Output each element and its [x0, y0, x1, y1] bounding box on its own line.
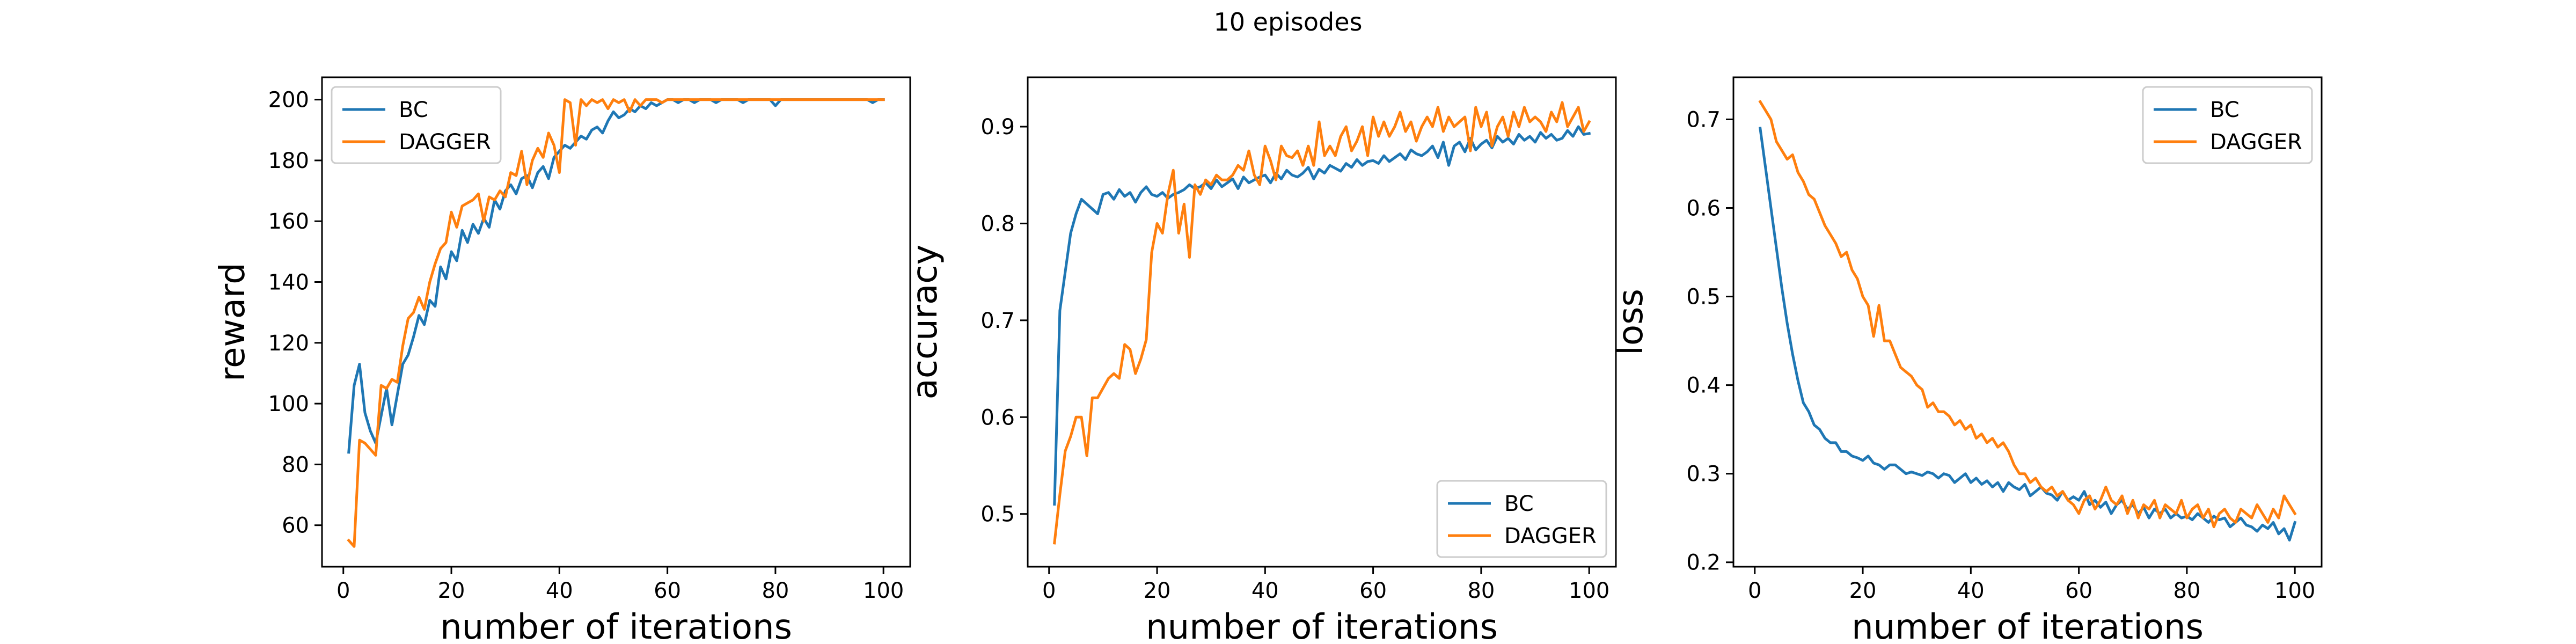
legend-label-dagger: DAGGER [1504, 524, 1597, 548]
subplot-2: 0 20 40 60 80 100 0.5 0.6 0.7 0.8 0.9 number of ite… [905, 76, 1617, 644]
axes-frame [1732, 76, 2323, 568]
y-tick-label: 160 [268, 209, 309, 234]
y-tick-label: 0.3 [1686, 462, 1721, 487]
y-tick-label: 180 [268, 149, 309, 173]
subplot-1: 0 20 40 60 80 100 60 80 100 120 140 160 180 200 number… [213, 76, 911, 644]
subplots: 0 20 40 60 80 1006080100120140160180200number… [213, 76, 2323, 644]
y-tick-label: 80 [282, 452, 309, 477]
y-tick-label: 120 [268, 331, 309, 356]
x-tick-label: 60 [1359, 579, 1387, 603]
subplot-3: 0 20 40 60 80 100 0.2 0.3 0.4 0.5 0.6 0.7 number of … [1611, 76, 2323, 644]
x-tick-label: 80 [1467, 579, 1495, 603]
x-axis-label: number of iterations [1146, 608, 1498, 644]
legend: BC DAGGER [2142, 86, 2313, 164]
y-tick-label: 200 [268, 88, 309, 113]
y-tick-label: 0.7 [980, 309, 1015, 333]
x-tick-label: 80 [762, 579, 789, 603]
y-axis-label: reward [213, 262, 253, 382]
y-tick-label: 0.7 [1686, 107, 1721, 132]
axes-frame [1027, 76, 1617, 568]
y-tick-label: 60 [282, 514, 309, 538]
legend-box [331, 86, 502, 164]
x-tick-label: 100 [2274, 579, 2315, 603]
x-tick-label: 100 [863, 579, 904, 603]
series-group [1053, 101, 1591, 545]
x-tick-label: 100 [1569, 579, 1609, 603]
x-tick-label: 40 [1957, 579, 1985, 603]
y-tick-label: 0.6 [980, 405, 1015, 430]
series-line-dagger [1053, 101, 1591, 545]
x-tick-label: 40 [546, 579, 573, 603]
y-tick-label: 140 [268, 270, 309, 295]
x-axis-label: number of iterations [1851, 608, 2204, 644]
x-tick-label: 0 [336, 579, 350, 603]
x-tick-label: 20 [438, 579, 465, 603]
y-tick-label: 0.5 [1686, 285, 1721, 310]
legend-label-bc: BC [2210, 98, 2240, 122]
legend-label-bc: BC [399, 98, 428, 122]
y-tick-label: 0.6 [1686, 196, 1721, 221]
series-group [1758, 99, 2297, 541]
series-line-bc [1758, 127, 2297, 541]
y-tick-label: 0.9 [980, 115, 1015, 140]
legend-label-bc: BC [1504, 492, 1534, 516]
legend: BC DAGGER [1436, 480, 1607, 558]
series-group [347, 98, 885, 548]
y-tick-label: 100 [268, 392, 309, 416]
x-tick-label: 60 [654, 579, 681, 603]
series-line-dagger [1758, 99, 2297, 529]
figure-title: 10 episodes [1213, 8, 1362, 36]
legend-label-dagger: DAGGER [2210, 130, 2302, 155]
y-tick-label: 0.5 [980, 502, 1015, 527]
axes-frame [321, 76, 911, 568]
legend-box [2142, 86, 2313, 164]
x-tick-label: 20 [1849, 579, 1877, 603]
x-tick-label: 60 [2065, 579, 2092, 603]
series-line-dagger [347, 98, 885, 548]
y-axis-label: loss [1611, 289, 1651, 355]
x-tick-label: 20 [1144, 579, 1171, 603]
y-tick-label: 0.4 [1686, 374, 1721, 398]
legend-box [1436, 480, 1607, 558]
legend: BC DAGGER [331, 86, 502, 164]
y-tick-label: 0.2 [1686, 551, 1721, 575]
x-tick-label: 0 [1042, 579, 1056, 603]
x-tick-label: 40 [1252, 579, 1279, 603]
x-tick-label: 80 [2173, 579, 2200, 603]
x-tick-label: 0 [1748, 579, 1761, 603]
series-line-bc [1053, 125, 1591, 506]
x-axis-label: number of iterations [440, 608, 792, 644]
y-tick-label: 0.8 [980, 211, 1015, 236]
y-axis-label: accuracy [905, 245, 945, 400]
legend-label-dagger: DAGGER [399, 130, 491, 155]
